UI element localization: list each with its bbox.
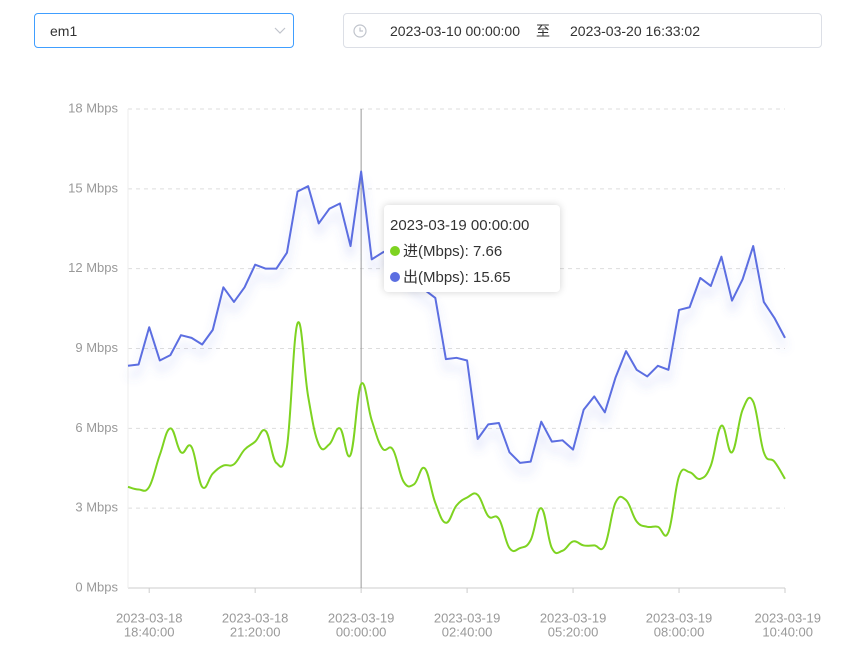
range-separator: 至: [536, 22, 550, 39]
y-tick-label: 15 Mbps: [68, 180, 118, 195]
series-line: [127, 321, 786, 555]
interface-select[interactable]: em1: [34, 13, 294, 48]
tooltip: 2023-03-19 00:00:00 进(Mbps): 7.66 出(Mbps…: [384, 205, 560, 292]
x-tick-label: 2023-03-18: [116, 610, 183, 625]
tooltip-dot: [390, 246, 400, 256]
x-tick-label: 05:20:00: [548, 624, 599, 639]
x-tick-label: 2023-03-19: [540, 610, 607, 625]
y-tick-label: 18 Mbps: [68, 100, 118, 115]
y-tick-label: 0 Mbps: [75, 579, 118, 594]
end-date: 2023-03-20 16:33:02: [570, 22, 700, 39]
series-line: [127, 170, 786, 464]
dropdown-arrow: [274, 27, 286, 34]
x-tick-label: 2023-03-18: [222, 610, 289, 625]
x-tick-label: 2023-03-19: [755, 610, 822, 625]
x-tick-label: 18:40:00: [124, 624, 175, 639]
start-date: 2023-03-10 00:00:00: [390, 22, 520, 39]
date-range[interactable]: 2023-03-10 00:00:00 至 2023-03-20 16:33:0…: [343, 13, 822, 48]
tooltip-value: 15.65: [473, 269, 511, 286]
x-tick-label: 08:00:00: [654, 624, 705, 639]
x-tick-label: 2023-03-19: [328, 610, 395, 625]
x-tick-label: 2023-03-19: [434, 610, 501, 625]
clock-icon: [353, 24, 367, 38]
y-tick-label: 12 Mbps: [68, 260, 118, 275]
tooltip-title: 2023-03-19 00:00:00: [390, 217, 530, 234]
tooltip-value: 7.66: [473, 243, 503, 260]
select-value: em1: [50, 22, 78, 39]
tooltip-row: 出(Mbps): 15.65: [390, 265, 554, 291]
y-tick-label: 9 Mbps: [75, 340, 118, 355]
tooltip-row: 进(Mbps): 7.66: [390, 239, 554, 265]
tooltip-series: 出(Mbps): [403, 269, 465, 286]
x-tick-label: 00:00:00: [336, 624, 387, 639]
tooltip-dot: [390, 272, 400, 282]
tooltip-series: 进(Mbps): [403, 243, 465, 260]
x-tick-label: 2023-03-19: [646, 610, 713, 625]
x-tick-label: 02:40:00: [442, 624, 493, 639]
y-tick-label: 3 Mbps: [75, 500, 118, 515]
x-tick-label: 21:20:00: [230, 624, 281, 639]
x-tick-label: 10:40:00: [762, 624, 813, 639]
y-tick-label: 6 Mbps: [75, 420, 118, 435]
